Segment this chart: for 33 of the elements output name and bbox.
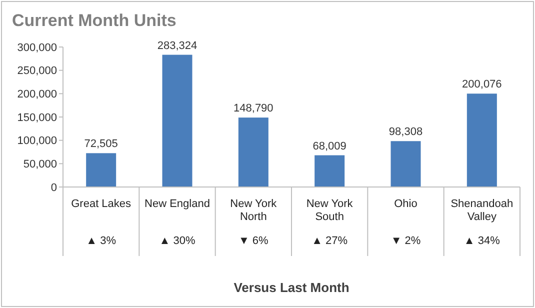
text: ▲ 30% bbox=[159, 235, 196, 247]
data-label: 72,505 bbox=[84, 138, 118, 150]
data-label: 148,790 bbox=[234, 102, 274, 115]
chart-title: Current Month Units bbox=[12, 11, 176, 30]
bar bbox=[86, 153, 116, 187]
x-tick-label: New York North bbox=[230, 198, 278, 223]
data-label: 200,076 bbox=[462, 78, 502, 91]
y-tick-label: 150,000 bbox=[17, 112, 57, 124]
y-tick-label: 200,000 bbox=[17, 88, 57, 101]
bar bbox=[162, 54, 192, 187]
data-label: 68,009 bbox=[312, 140, 346, 152]
x-tick-label: New York South bbox=[306, 198, 354, 223]
bar bbox=[238, 118, 268, 187]
y-tick-label: 50,000 bbox=[23, 158, 57, 171]
y-tick-label: 100,000 bbox=[17, 135, 57, 148]
data-label: 98,308 bbox=[388, 126, 423, 138]
text: ▼ 6% bbox=[238, 235, 269, 247]
y-tick-label: 300,000 bbox=[17, 42, 57, 54]
bar bbox=[390, 141, 421, 187]
x-tick-label: Ohio bbox=[394, 198, 418, 210]
text: ▲ 27% bbox=[312, 235, 348, 247]
x-tick-label: New England bbox=[144, 198, 210, 210]
bar bbox=[466, 94, 497, 187]
y-tick-label: 250,000 bbox=[17, 65, 57, 78]
x-tick-label: Great Lakes bbox=[71, 198, 132, 210]
bar bbox=[314, 155, 345, 187]
text: ▲ 3% bbox=[86, 235, 116, 247]
text: ▼ 2% bbox=[390, 235, 421, 247]
text: ▲ 34% bbox=[464, 235, 500, 247]
data-label: 283,324 bbox=[157, 40, 198, 52]
x-tick-label: Shenandoah Valley bbox=[450, 198, 514, 223]
y-tick-label: 0 bbox=[50, 182, 57, 194]
x-axis-title: Versus Last Month bbox=[234, 280, 350, 295]
